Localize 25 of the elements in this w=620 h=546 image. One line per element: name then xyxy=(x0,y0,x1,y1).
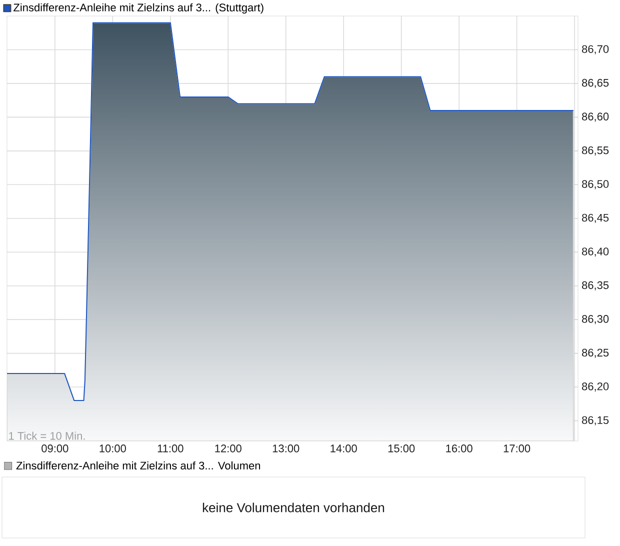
x-tick-label: 10:00 xyxy=(100,444,126,452)
y-tick-label: 86,20 xyxy=(582,382,609,392)
y-tick-label: 86,15 xyxy=(582,416,609,426)
y-tick-label: 86,35 xyxy=(582,281,609,290)
x-tick-label: 12:00 xyxy=(215,444,242,452)
x-tick-label: 09:00 xyxy=(42,444,68,452)
annotation: 1 Tick = 10 Min. xyxy=(9,432,85,440)
text: keine Volumendaten vorhanden xyxy=(202,502,384,512)
x-tick-label: 15:00 xyxy=(388,444,415,452)
y-tick-label: 86,55 xyxy=(582,146,609,156)
y-tick-label: 86,65 xyxy=(582,78,609,88)
x-tick-label: 14:00 xyxy=(330,444,357,452)
x-tick-label: 16:00 xyxy=(446,444,472,452)
y-tick-label: 86,30 xyxy=(582,315,609,324)
y-tick-label: 86,70 xyxy=(582,45,609,54)
x-tick-label: 13:00 xyxy=(272,444,300,452)
legend-label: Zinsdifferenz-Anleihe mit Zielzins auf 3... (Stuttgart) xyxy=(14,3,264,14)
y-tick-label: 86,45 xyxy=(582,214,609,223)
y-tick-label: 86,25 xyxy=(582,348,609,358)
y-tick-label: 86,40 xyxy=(582,248,609,257)
x-tick-label: 11:00 xyxy=(158,444,184,452)
x-tick-label: 17:00 xyxy=(504,444,530,452)
text: Zinsdifferenz-Anleihe mit Zielzins auf 3... Volumen xyxy=(16,461,260,470)
y-tick-label: 86,60 xyxy=(582,112,609,122)
y-tick-label: 86,50 xyxy=(582,180,609,190)
